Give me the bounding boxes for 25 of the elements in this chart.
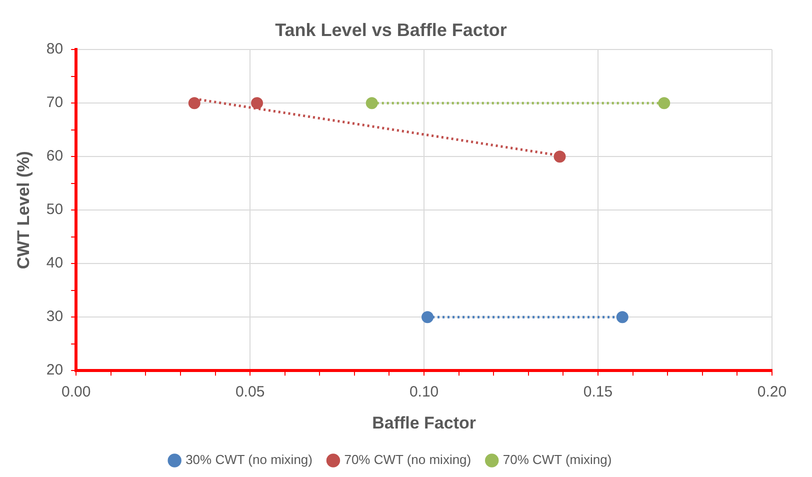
legend-label: 70% CWT (no mixing): [344, 452, 472, 468]
x-tick-label: 0.05: [235, 384, 265, 401]
point: [554, 150, 566, 163]
x-tick-label: 0.20: [757, 384, 787, 401]
legend-label: 70% CWT (mixing): [502, 452, 612, 468]
point: [251, 97, 264, 110]
x-tick-label: 0.00: [61, 384, 91, 401]
y-tick-label: 50: [46, 201, 64, 218]
y-tick-label: 30: [46, 308, 64, 326]
y-axis-title: CWT Level (%): [14, 151, 33, 270]
x-axis-title: Baffle Factor: [372, 413, 476, 432]
point: [658, 97, 670, 110]
point: [616, 311, 628, 324]
y-tick-label: 80: [46, 40, 64, 58]
chart-title: Tank Level vs Baffle Factor: [275, 20, 507, 40]
y-tick-label: 40: [46, 254, 64, 272]
point: [188, 97, 200, 110]
x-tick-label: 0.15: [583, 384, 613, 401]
y-tick-label: 20: [46, 362, 64, 379]
point: [366, 97, 378, 110]
y-tick-label: 60: [46, 148, 64, 165]
legend-label: 30% CWT (no mixing): [186, 452, 312, 468]
y-tick-label: 70: [46, 94, 64, 112]
x-tick-label: 0.10: [409, 384, 439, 401]
point: [422, 311, 434, 324]
